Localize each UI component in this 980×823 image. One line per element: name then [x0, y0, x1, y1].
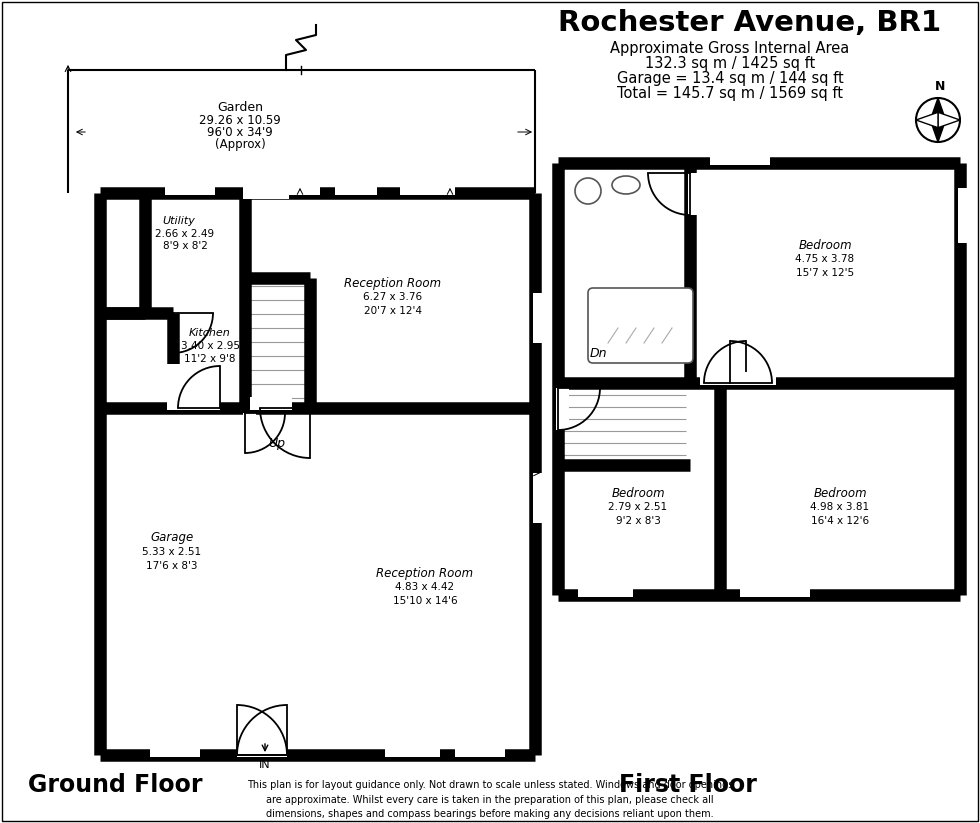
Text: 5.33 x 2.51: 5.33 x 2.51: [142, 547, 202, 557]
Bar: [335, 182, 377, 195]
Text: 4.75 x 3.78: 4.75 x 3.78: [796, 254, 855, 264]
Text: 3.40 x 2.95: 3.40 x 2.95: [180, 341, 239, 351]
Text: 2.79 x 2.51: 2.79 x 2.51: [609, 502, 667, 512]
Bar: [533, 293, 546, 343]
Text: 20'7 x 12'4: 20'7 x 12'4: [364, 306, 422, 316]
Polygon shape: [938, 112, 960, 128]
Bar: [150, 744, 200, 757]
Text: 4.98 x 3.81: 4.98 x 3.81: [810, 502, 869, 512]
Bar: [700, 372, 746, 385]
Text: 15'10 x 14'6: 15'10 x 14'6: [393, 596, 458, 606]
Text: IN: IN: [259, 760, 270, 770]
Text: 2.66 x 2.49: 2.66 x 2.49: [156, 229, 215, 239]
Bar: [280, 182, 320, 195]
Bar: [730, 372, 776, 385]
Text: 8'9 x 8'2: 8'9 x 8'2: [163, 241, 208, 251]
Text: 29.26 x 10.59: 29.26 x 10.59: [199, 114, 281, 127]
Text: N: N: [935, 80, 945, 93]
Text: Kitchen: Kitchen: [189, 328, 231, 338]
Bar: [740, 584, 810, 597]
Text: Ground Floor: Ground Floor: [27, 773, 202, 797]
Text: First Floor: First Floor: [619, 773, 757, 797]
Text: Total = 145.7 sq m / 1569 sq ft: Total = 145.7 sq m / 1569 sq ft: [617, 86, 843, 100]
Text: 4.83 x 4.42: 4.83 x 4.42: [396, 582, 455, 592]
Text: Bedroom: Bedroom: [798, 239, 852, 252]
Text: (Approx): (Approx): [215, 137, 266, 151]
Bar: [178, 397, 220, 410]
FancyBboxPatch shape: [588, 288, 693, 363]
Text: Dn: Dn: [589, 346, 607, 360]
Bar: [167, 364, 180, 410]
Bar: [400, 182, 455, 195]
Text: Garden: Garden: [217, 100, 263, 114]
Bar: [455, 744, 505, 757]
Text: Bedroom: Bedroom: [813, 486, 867, 500]
Bar: [688, 173, 701, 215]
Text: Approximate Gross Internal Area: Approximate Gross Internal Area: [611, 40, 850, 55]
Text: Utility: Utility: [162, 216, 195, 226]
Text: 16'4 x 12'6: 16'4 x 12'6: [810, 516, 869, 526]
Bar: [237, 744, 287, 757]
Text: Reception Room: Reception Room: [344, 277, 442, 290]
Bar: [243, 413, 256, 455]
Text: Bedroom: Bedroom: [612, 486, 664, 500]
Text: 6.27 x 3.76: 6.27 x 3.76: [364, 292, 422, 302]
Polygon shape: [930, 98, 946, 120]
Text: 132.3 sq m / 1425 sq ft: 132.3 sq m / 1425 sq ft: [645, 55, 815, 71]
Bar: [578, 584, 633, 597]
Text: This plan is for layout guidance only. Not drawn to scale unless stated. Windows: This plan is for layout guidance only. N…: [247, 780, 733, 823]
Polygon shape: [930, 120, 946, 142]
Text: 17'6 x 8'3: 17'6 x 8'3: [146, 561, 198, 571]
Text: 11'2 x 9'8: 11'2 x 9'8: [184, 354, 236, 364]
Bar: [165, 182, 215, 195]
Bar: [385, 744, 440, 757]
Bar: [710, 152, 770, 165]
Text: 15'7 x 12'5: 15'7 x 12'5: [796, 268, 854, 278]
Bar: [250, 397, 292, 410]
Bar: [556, 388, 569, 430]
Text: Garage = 13.4 sq m / 144 sq ft: Garage = 13.4 sq m / 144 sq ft: [616, 71, 844, 86]
Text: Reception Room: Reception Room: [376, 566, 473, 579]
Text: 96'0 x 34'9: 96'0 x 34'9: [207, 125, 272, 138]
Bar: [243, 186, 289, 199]
Bar: [533, 473, 546, 523]
Text: Up: Up: [269, 436, 285, 449]
Bar: [958, 188, 971, 243]
Text: Rochester Avenue, BR1: Rochester Avenue, BR1: [559, 9, 942, 37]
Text: 9'2 x 8'3: 9'2 x 8'3: [615, 516, 661, 526]
Polygon shape: [916, 112, 938, 128]
Text: Garage: Garage: [150, 532, 194, 545]
